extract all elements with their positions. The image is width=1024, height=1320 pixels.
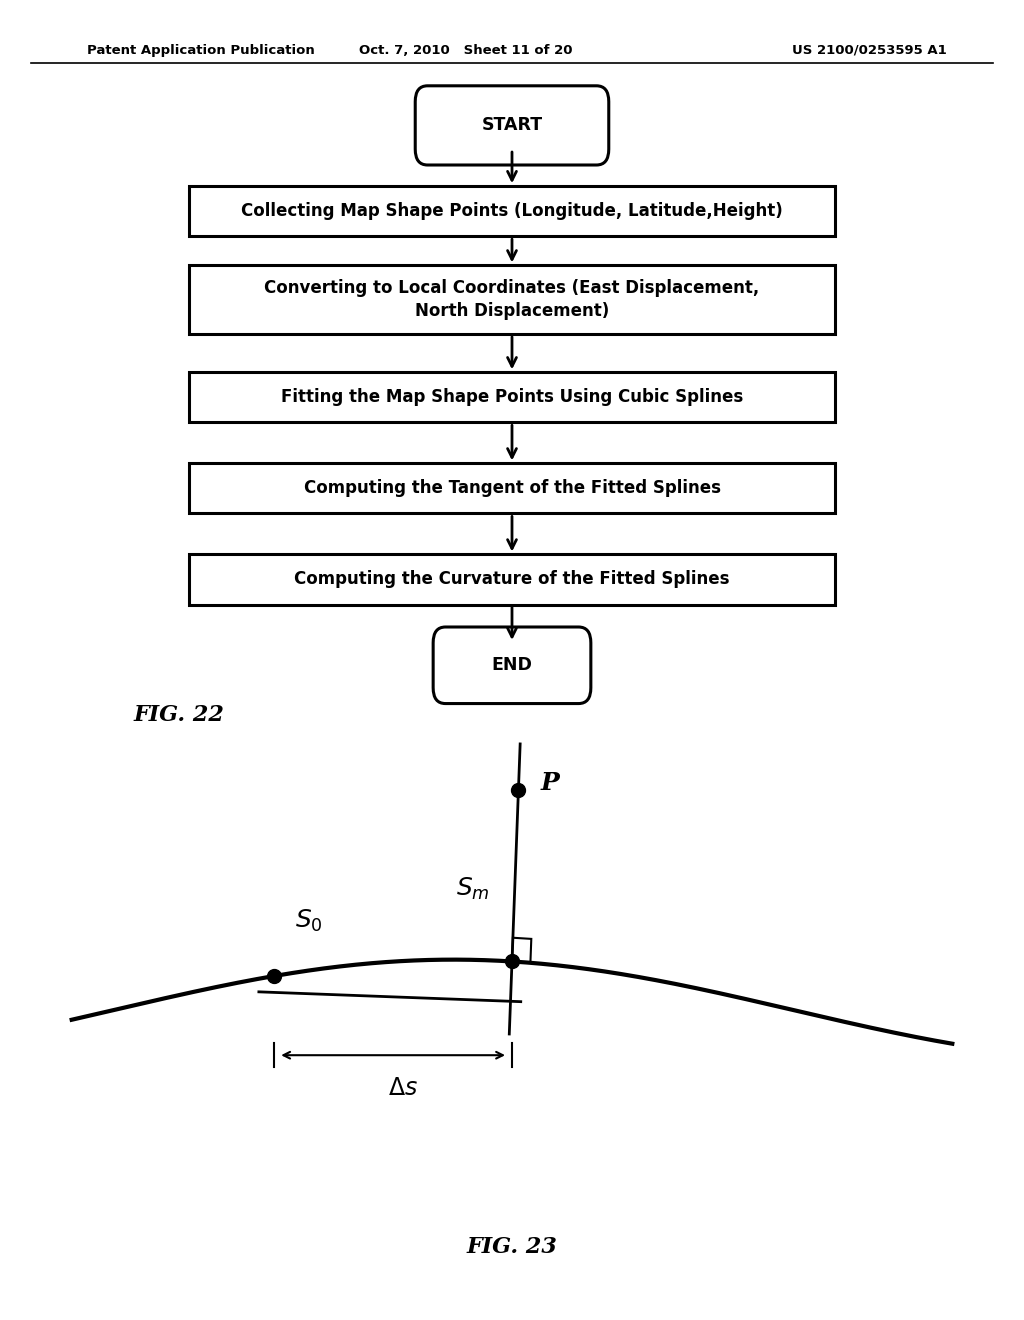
Text: US 2100/0253595 A1: US 2100/0253595 A1 (793, 44, 947, 57)
Text: Computing the Tangent of the Fitted Splines: Computing the Tangent of the Fitted Spli… (303, 479, 721, 498)
FancyBboxPatch shape (433, 627, 591, 704)
Text: END: END (492, 656, 532, 675)
FancyBboxPatch shape (189, 372, 835, 422)
Text: Computing the Curvature of the Fitted Splines: Computing the Curvature of the Fitted Sp… (294, 570, 730, 589)
Text: FIG. 23: FIG. 23 (467, 1237, 557, 1258)
Text: START: START (481, 116, 543, 135)
FancyBboxPatch shape (189, 186, 835, 236)
Text: FIG. 22: FIG. 22 (133, 705, 224, 726)
Text: Patent Application Publication: Patent Application Publication (87, 44, 314, 57)
Text: $S_0$: $S_0$ (295, 907, 323, 933)
FancyBboxPatch shape (189, 554, 835, 605)
Text: Oct. 7, 2010   Sheet 11 of 20: Oct. 7, 2010 Sheet 11 of 20 (359, 44, 572, 57)
Text: Converting to Local Coordinates (East Displacement,
North Displacement): Converting to Local Coordinates (East Di… (264, 279, 760, 321)
Text: $S_m$: $S_m$ (456, 875, 489, 902)
Text: Collecting Map Shape Points (Longitude, Latitude,Height): Collecting Map Shape Points (Longitude, … (241, 202, 783, 220)
FancyBboxPatch shape (189, 265, 835, 334)
Text: Fitting the Map Shape Points Using Cubic Splines: Fitting the Map Shape Points Using Cubic… (281, 388, 743, 407)
FancyBboxPatch shape (189, 463, 835, 513)
Text: P: P (541, 771, 560, 796)
FancyBboxPatch shape (416, 86, 608, 165)
Text: $\Delta s$: $\Delta s$ (388, 1076, 419, 1100)
